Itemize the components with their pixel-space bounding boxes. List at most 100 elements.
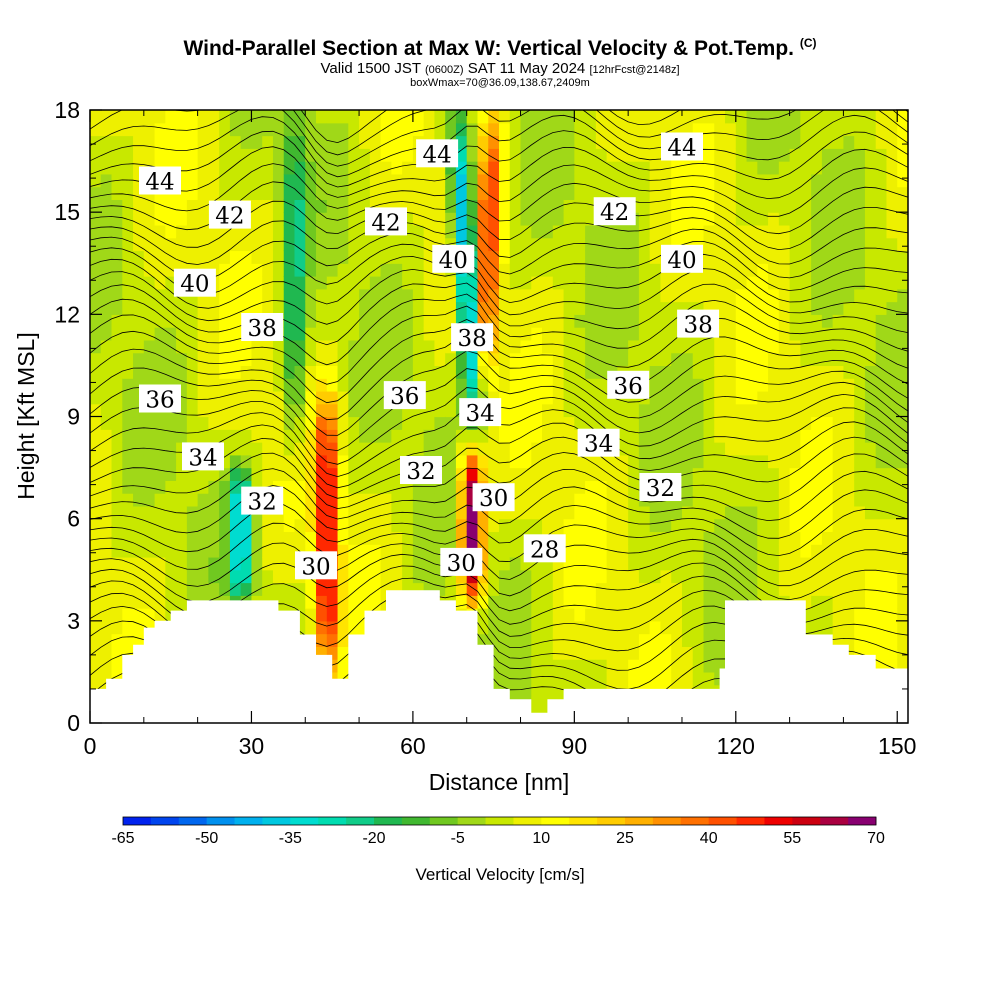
velocity-cell xyxy=(520,646,532,660)
velocity-cell xyxy=(111,288,123,303)
velocity-cell xyxy=(811,224,823,239)
velocity-cell xyxy=(402,416,414,430)
velocity-cell xyxy=(595,224,608,239)
velocity-cell xyxy=(197,224,209,239)
velocity-cell xyxy=(337,403,349,418)
velocity-cell xyxy=(143,365,156,379)
velocity-cell xyxy=(778,480,791,494)
velocity-cell xyxy=(477,301,489,315)
velocity-cell xyxy=(746,518,758,533)
velocity-cell xyxy=(628,173,640,188)
velocity-cell xyxy=(628,531,640,545)
velocity-cell xyxy=(649,212,662,226)
velocity-cell xyxy=(800,582,812,596)
velocity-cell xyxy=(499,505,511,520)
velocity-cell xyxy=(671,352,683,367)
velocity-cell xyxy=(606,352,618,367)
velocity-cell xyxy=(445,378,457,392)
velocity-cell xyxy=(628,403,640,418)
velocity-cell xyxy=(165,595,177,609)
velocity-cell xyxy=(692,608,705,622)
velocity-cell xyxy=(671,505,683,520)
velocity-cell xyxy=(757,276,769,290)
velocity-cell xyxy=(402,544,414,558)
velocity-cell xyxy=(886,199,898,213)
velocity-cell xyxy=(864,416,877,430)
velocity-cell xyxy=(520,454,532,469)
velocity-cell xyxy=(897,288,908,303)
velocity-cell xyxy=(111,135,123,149)
velocity-cell xyxy=(240,569,253,584)
velocity-cell xyxy=(154,339,166,354)
velocity-cell xyxy=(294,608,306,622)
velocity-cell xyxy=(735,224,748,239)
velocity-cell xyxy=(262,531,274,545)
velocity-cell xyxy=(133,620,145,635)
velocity-cell xyxy=(671,569,683,584)
velocity-cell xyxy=(681,403,694,418)
colorbar-frame xyxy=(122,816,877,826)
velocity-cell xyxy=(305,352,317,367)
velocity-cell xyxy=(111,390,123,405)
velocity-cell xyxy=(520,301,532,315)
velocity-cell xyxy=(778,135,791,149)
velocity-cell xyxy=(800,569,812,584)
velocity-cell xyxy=(316,301,328,315)
velocity-cell xyxy=(294,352,306,367)
velocity-cell xyxy=(316,505,328,520)
velocity-cell xyxy=(326,237,339,252)
velocity-cell xyxy=(122,148,134,162)
velocity-cell xyxy=(574,288,586,303)
velocity-cell xyxy=(585,569,597,584)
velocity-cell xyxy=(499,186,511,200)
velocity-cell xyxy=(122,518,134,533)
velocity-cell xyxy=(100,122,113,137)
velocity-cell xyxy=(886,595,898,609)
velocity-cell xyxy=(477,237,489,252)
velocity-cell xyxy=(768,493,780,507)
velocity-cell xyxy=(488,671,500,686)
velocity-cell xyxy=(197,569,209,584)
velocity-cell xyxy=(628,263,640,277)
velocity-cell xyxy=(412,186,425,200)
velocity-cell xyxy=(197,237,209,252)
velocity-cell xyxy=(305,135,317,149)
velocity-cell xyxy=(305,454,317,469)
velocity-cell xyxy=(778,339,791,354)
velocity-cell xyxy=(176,467,188,481)
velocity-cell xyxy=(90,110,102,124)
velocity-cell xyxy=(391,429,403,443)
velocity-cell xyxy=(735,250,748,264)
velocity-cell xyxy=(466,352,479,367)
velocity-cell xyxy=(509,365,522,379)
velocity-cell xyxy=(369,237,382,252)
velocity-cell xyxy=(714,365,726,379)
velocity-cell xyxy=(326,403,339,418)
velocity-cell xyxy=(638,314,651,328)
velocity-cell xyxy=(197,493,209,507)
contour-label: 42 xyxy=(371,210,400,236)
velocity-cell xyxy=(768,429,780,443)
velocity-cell xyxy=(305,595,317,609)
velocity-cell xyxy=(574,608,586,622)
velocity-cell xyxy=(326,467,339,481)
velocity-cell xyxy=(843,416,855,430)
velocity-cell xyxy=(617,352,629,367)
velocity-cell xyxy=(875,493,888,507)
velocity-cell xyxy=(585,378,597,392)
velocity-cell xyxy=(563,531,575,545)
velocity-cell xyxy=(638,148,651,162)
velocity-cell xyxy=(875,633,888,647)
velocity-cell xyxy=(542,314,554,328)
velocity-cell xyxy=(520,505,532,520)
chart-title-text: Wind-Parallel Section at Max W: Vertical… xyxy=(183,37,794,60)
velocity-cell xyxy=(832,556,845,571)
velocity-cell xyxy=(445,161,457,175)
velocity-cell xyxy=(757,314,769,328)
velocity-cell xyxy=(197,199,209,213)
velocity-cell xyxy=(488,531,500,545)
velocity-cell xyxy=(778,544,791,558)
velocity-cell xyxy=(90,237,102,252)
velocity-cell xyxy=(660,671,672,686)
velocity-cell xyxy=(800,173,812,188)
